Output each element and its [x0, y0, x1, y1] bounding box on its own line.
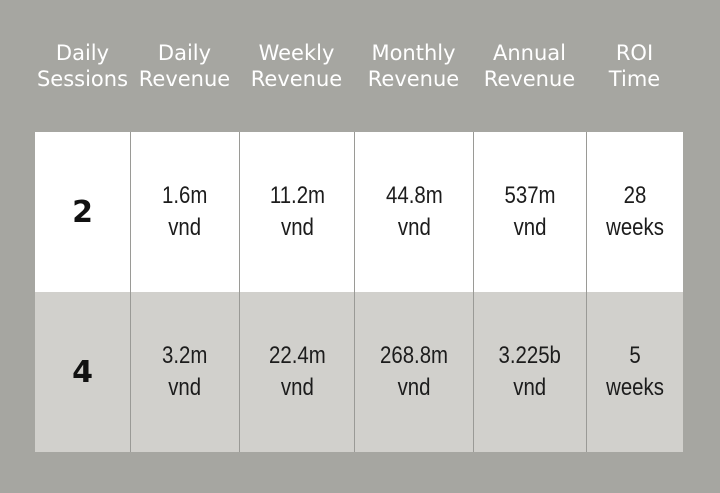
header-label: Weekly [258, 41, 335, 65]
sessions-cell: 4 [35, 292, 130, 452]
header-daily-sessions: Daily Sessions [35, 40, 130, 92]
header-weekly-revenue: Weekly Revenue [239, 40, 354, 92]
header-label: ROI [615, 41, 654, 65]
sessions-value: 4 [72, 354, 93, 390]
unit-value: vnd [513, 374, 547, 401]
amount-value: 268.8m [379, 342, 449, 369]
header-label: Sessions [36, 67, 129, 91]
unit-value: weeks [606, 214, 664, 241]
annual-revenue-cell: 3.225b vnd [473, 292, 586, 452]
monthly-revenue-cell: 268.8m vnd [354, 292, 473, 452]
amount-value: 3.225b [498, 342, 562, 369]
unit-value: vnd [168, 214, 202, 241]
sessions-value: 2 [72, 194, 93, 230]
unit-value: vnd [168, 374, 202, 401]
header-label: Revenue [250, 67, 343, 91]
roi-time-cell: 28 weeks [586, 132, 683, 292]
header-monthly-revenue: Monthly Revenue [354, 40, 473, 92]
amount-value: 11.2m [269, 182, 325, 209]
unit-value: vnd [513, 214, 547, 241]
amount-value: 3.2m [162, 342, 208, 369]
table-row: 2 1.6m vnd 11.2m vnd 44.8m vnd 537m vnd [35, 132, 683, 292]
unit-value: weeks [606, 374, 664, 401]
monthly-revenue-cell: 44.8m vnd [354, 132, 473, 292]
daily-revenue-cell: 1.6m vnd [130, 132, 239, 292]
header-roi-time: ROI Time [586, 40, 683, 92]
amount-value: 44.8m [385, 182, 443, 209]
header-label: Revenue [483, 67, 576, 91]
revenue-table: 2 1.6m vnd 11.2m vnd 44.8m vnd 537m vnd [35, 132, 683, 452]
roi-time-cell: 5 weeks [586, 292, 683, 452]
table-header: Daily Sessions Daily Revenue Weekly Reve… [35, 40, 683, 100]
amount-value: 537m [504, 182, 556, 209]
unit-value: vnd [280, 374, 314, 401]
header-label: Daily [157, 41, 212, 65]
weekly-revenue-cell: 11.2m vnd [239, 132, 354, 292]
header-annual-revenue: Annual Revenue [473, 40, 586, 92]
weekly-revenue-cell: 22.4m vnd [239, 292, 354, 452]
table-row: 4 3.2m vnd 22.4m vnd 268.8m vnd 3.225b v… [35, 292, 683, 452]
header-label: Monthly [371, 41, 456, 65]
unit-value: vnd [397, 374, 431, 401]
header-label: Daily [55, 41, 110, 65]
amount-value: 5 [629, 342, 641, 369]
header-label: Revenue [367, 67, 460, 91]
unit-value: vnd [280, 214, 314, 241]
header-daily-revenue: Daily Revenue [130, 40, 239, 92]
amount-value: 1.6m [162, 182, 208, 209]
daily-revenue-cell: 3.2m vnd [130, 292, 239, 452]
sessions-cell: 2 [35, 132, 130, 292]
amount-value: 22.4m [268, 342, 326, 369]
amount-value: 28 [623, 182, 647, 209]
header-label: Revenue [138, 67, 231, 91]
header-label: Annual [493, 41, 566, 65]
unit-value: vnd [397, 214, 431, 241]
header-label: Time [608, 67, 661, 91]
annual-revenue-cell: 537m vnd [473, 132, 586, 292]
